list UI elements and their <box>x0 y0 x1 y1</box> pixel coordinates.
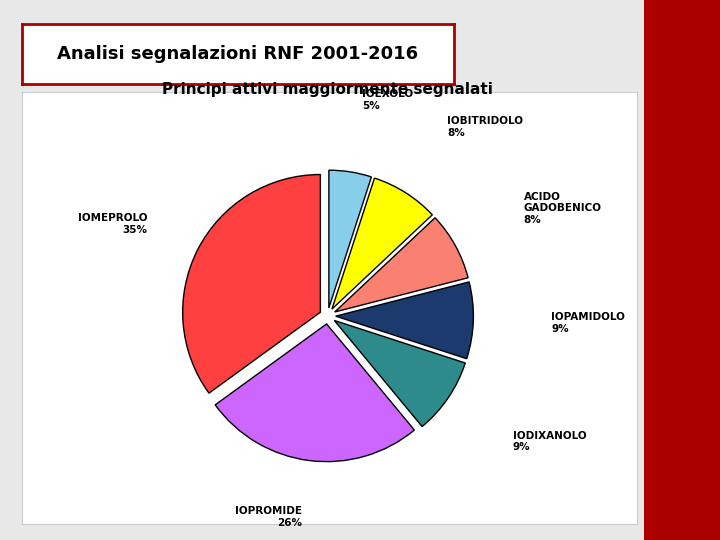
Wedge shape <box>335 218 468 312</box>
Text: ACIDO
GADOBENICO
8%: ACIDO GADOBENICO 8% <box>523 192 601 225</box>
Text: IOPAMIDOLO
9%: IOPAMIDOLO 9% <box>551 312 625 334</box>
Wedge shape <box>336 282 473 359</box>
Title: Principi attivi maggiormente segnalati: Principi attivi maggiormente segnalati <box>162 82 493 97</box>
Wedge shape <box>334 320 465 427</box>
Text: IOEXOLO
5%: IOEXOLO 5% <box>362 89 413 111</box>
Wedge shape <box>183 174 320 393</box>
Text: Analisi segnalazioni RNF 2001-2016: Analisi segnalazioni RNF 2001-2016 <box>57 45 418 63</box>
Text: IOMEPROLO
35%: IOMEPROLO 35% <box>78 213 147 235</box>
Wedge shape <box>329 170 372 308</box>
Text: IOPROMIDE
26%: IOPROMIDE 26% <box>235 506 302 528</box>
Wedge shape <box>332 178 432 309</box>
Text: IOBITRIDOLO
8%: IOBITRIDOLO 8% <box>447 116 523 138</box>
Text: IODIXANOLO
9%: IODIXANOLO 9% <box>513 431 586 453</box>
Wedge shape <box>215 324 414 462</box>
